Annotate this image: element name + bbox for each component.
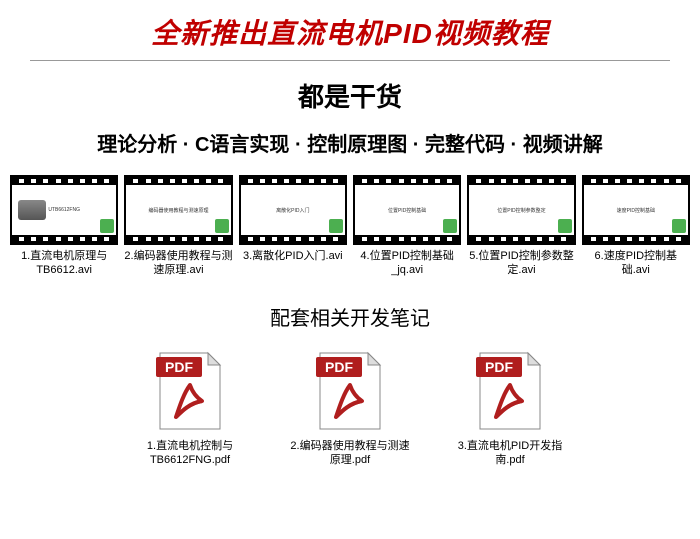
thumb-body: UTB6612FNG	[12, 185, 116, 235]
filmstrip-bottom	[355, 235, 459, 243]
play-badge-icon	[329, 219, 343, 233]
thumb-hint-text: 编码器使用教程与测速原理	[148, 207, 208, 214]
pdf-file-label: 1.直流电机控制与TB6612FNG.pdf	[125, 439, 255, 468]
video-file-label: 5.位置PID控制参数整定.avi	[467, 249, 575, 278]
video-file-label: 4.位置PID控制基础_jq.avi	[353, 249, 461, 278]
thumb-hint-text: UTB6612FNG	[48, 207, 80, 213]
filmstrip-top	[126, 177, 230, 185]
pdf-item[interactable]: 2.编码器使用教程与测速原理.pdf	[285, 345, 415, 468]
video-row: UTB6612FNG1.直流电机原理与TB6612.avi编码器使用教程与测速原…	[0, 175, 700, 278]
filmstrip-top	[12, 177, 116, 185]
play-badge-icon	[215, 219, 229, 233]
pdf-row: 1.直流电机控制与TB6612FNG.pdf 2.编码器使用教程与测速原理.pdf…	[0, 345, 700, 468]
video-thumbnail[interactable]: 位置PID控制基础	[353, 175, 461, 245]
tagline: 理论分析 · C语言实现 · 控制原理图 · 完整代码 · 视频讲解	[0, 128, 700, 175]
pdf-section-title: 配套相关开发笔记	[0, 278, 700, 345]
thumb-body: 离散化PID入门	[241, 185, 345, 235]
video-file-label: 1.直流电机原理与TB6612.avi	[10, 249, 118, 278]
filmstrip-top	[469, 177, 573, 185]
video-item[interactable]: 编码器使用教程与测速原理 2.编码器使用教程与测速原理.avi	[124, 175, 232, 278]
pdf-file-label: 2.编码器使用教程与测速原理.pdf	[285, 439, 415, 468]
filmstrip-top	[241, 177, 345, 185]
filmstrip-bottom	[126, 235, 230, 243]
filmstrip-bottom	[469, 235, 573, 243]
video-file-label: 3.离散化PID入门.avi	[239, 249, 347, 263]
video-thumbnail[interactable]: 编码器使用教程与测速原理	[124, 175, 232, 245]
sub-title: 都是干货	[0, 71, 700, 128]
thumb-body: 编码器使用教程与测速原理	[126, 185, 230, 235]
play-badge-icon	[672, 219, 686, 233]
pdf-icon[interactable]	[154, 345, 226, 433]
video-item[interactable]: 速度PID控制基础 6.速度PID控制基础.avi	[582, 175, 690, 278]
title-divider	[30, 60, 670, 61]
pdf-item[interactable]: 3.直流电机PID开发指南.pdf	[445, 345, 575, 468]
play-badge-icon	[100, 219, 114, 233]
video-item[interactable]: 离散化PID入门 3.离散化PID入门.avi	[239, 175, 347, 278]
pdf-item[interactable]: 1.直流电机控制与TB6612FNG.pdf	[125, 345, 255, 468]
play-badge-icon	[443, 219, 457, 233]
filmstrip-bottom	[12, 235, 116, 243]
thumb-hint-text: 离散化PID入门	[276, 207, 309, 214]
motor-icon	[18, 200, 46, 220]
video-file-label: 6.速度PID控制基础.avi	[582, 249, 690, 278]
play-badge-icon	[558, 219, 572, 233]
video-item[interactable]: UTB6612FNG 1.直流电机原理与TB6612.avi	[10, 175, 118, 278]
filmstrip-bottom	[241, 235, 345, 243]
thumb-body: 速度PID控制基础	[584, 185, 688, 235]
main-title: 全新推出直流电机PID视频教程	[0, 0, 700, 60]
video-thumbnail[interactable]: 位置PID控制参数整定	[467, 175, 575, 245]
filmstrip-top	[584, 177, 688, 185]
filmstrip-bottom	[584, 235, 688, 243]
thumb-body: 位置PID控制基础	[355, 185, 459, 235]
thumb-hint-text: 位置PID控制参数整定	[497, 207, 545, 214]
video-thumbnail[interactable]: 离散化PID入门	[239, 175, 347, 245]
thumb-body: 位置PID控制参数整定	[469, 185, 573, 235]
video-item[interactable]: 位置PID控制参数整定 5.位置PID控制参数整定.avi	[467, 175, 575, 278]
pdf-icon[interactable]	[314, 345, 386, 433]
filmstrip-top	[355, 177, 459, 185]
thumb-hint-text: 位置PID控制基础	[388, 207, 426, 214]
video-thumbnail[interactable]: UTB6612FNG	[10, 175, 118, 245]
video-file-label: 2.编码器使用教程与测速原理.avi	[124, 249, 232, 278]
video-thumbnail[interactable]: 速度PID控制基础	[582, 175, 690, 245]
video-item[interactable]: 位置PID控制基础 4.位置PID控制基础_jq.avi	[353, 175, 461, 278]
pdf-icon[interactable]	[474, 345, 546, 433]
thumb-hint-text: 速度PID控制基础	[617, 207, 655, 214]
pdf-file-label: 3.直流电机PID开发指南.pdf	[445, 439, 575, 468]
